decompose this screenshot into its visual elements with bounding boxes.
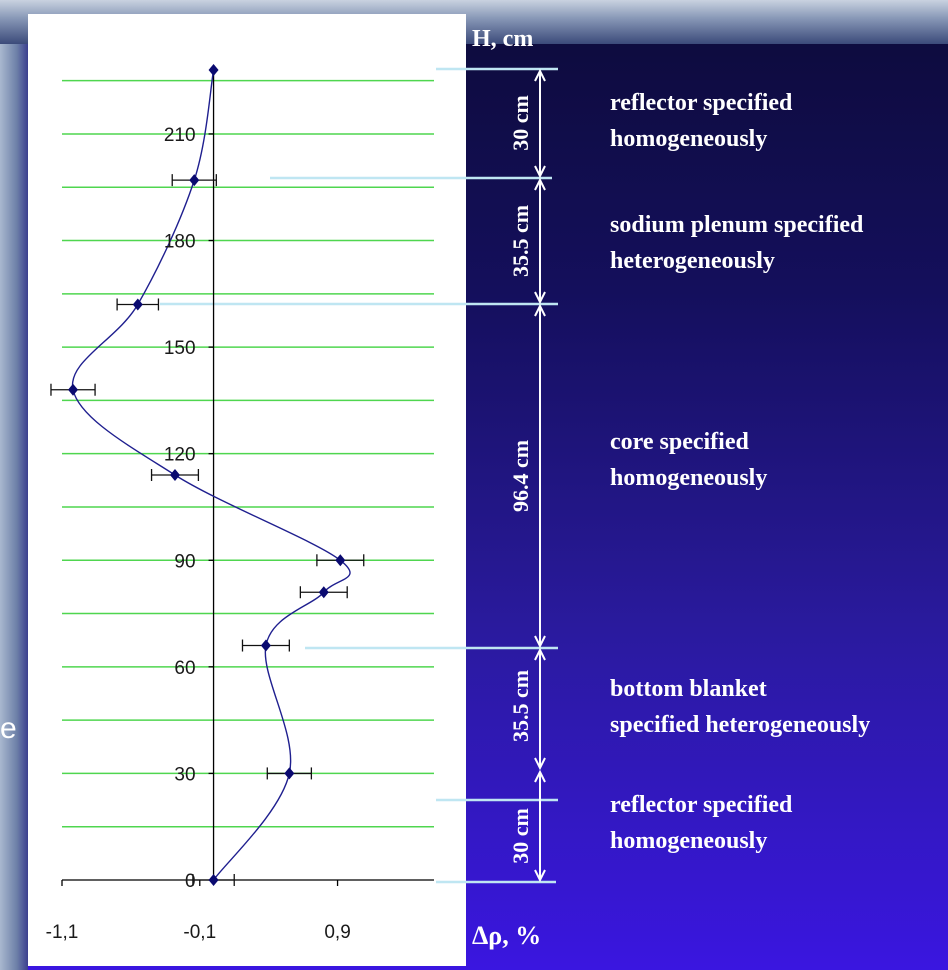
data-point xyxy=(260,639,271,652)
x-tick-label: 0,9 xyxy=(324,922,350,943)
series-curve xyxy=(71,69,351,881)
y-tick-label: 90 xyxy=(174,551,195,572)
background-text-fragment: e xyxy=(0,712,17,745)
data-point xyxy=(169,469,180,481)
curve-layer xyxy=(71,69,351,881)
zone-annotation-bottom-reflector: reflector specified homogeneously xyxy=(610,787,792,859)
x-axis-title: Δρ, % xyxy=(472,921,541,950)
data-point xyxy=(189,174,200,187)
zone-line: homogeneously xyxy=(610,465,768,491)
zone-annotation-top-reflector: reflector specified homogeneously xyxy=(610,85,792,157)
zone-line: core specified xyxy=(610,429,749,455)
chart-panel xyxy=(28,14,466,966)
dimension-label: 96.4 cm xyxy=(508,439,533,513)
dimension-label: 35.5 cm xyxy=(508,204,533,278)
dimension-arrow-head xyxy=(534,68,546,82)
dimension-arrow-head xyxy=(534,635,546,649)
y-tick-label: 210 xyxy=(164,125,196,146)
data-point xyxy=(318,586,329,599)
y-tick-labels: 0 30 60 90 120 150 180 210 xyxy=(164,125,196,892)
zone-annotation-sodium-plenum: sodium plenum specified heterogeneously xyxy=(610,207,863,279)
window-side-strip xyxy=(0,44,28,970)
y-tick-label: 60 xyxy=(174,658,195,679)
zone-line: reflector specified xyxy=(610,792,793,818)
zone-line: specified heterogeneously xyxy=(610,712,871,738)
y-tick-label: 30 xyxy=(174,764,195,785)
y-tick-label: 120 xyxy=(164,445,196,466)
dimension-arrow-head xyxy=(534,303,546,317)
zone-line: bottom blanket xyxy=(610,676,767,702)
zone-line: reflector specified xyxy=(610,90,793,116)
x-tick-label: -0,1 xyxy=(183,922,216,943)
y-tick-label: 150 xyxy=(164,338,196,359)
dimension-arrow-head xyxy=(534,647,546,661)
zone-annotation-core: core specified homogeneously xyxy=(610,424,767,496)
boundary-lines xyxy=(160,67,558,884)
zone-line: sodium plenum specified xyxy=(610,212,864,238)
dimension-arrow-head xyxy=(534,769,546,783)
y-tick-label: 0 xyxy=(185,871,196,892)
data-point xyxy=(68,383,79,396)
y-tick-label: 180 xyxy=(164,232,196,253)
x-tick-labels: -1,1 -0,1 0,9 xyxy=(46,922,351,943)
axis-layer xyxy=(61,70,434,886)
dimension-label: 30 cm xyxy=(508,95,533,151)
zone-annotation-bottom-blanket: bottom blanket specified heterogeneously xyxy=(610,671,870,743)
dimension-arrow-head xyxy=(534,869,546,883)
dimension-arrow-head xyxy=(534,291,546,305)
data-point xyxy=(335,554,346,567)
dimension-arrow-head xyxy=(534,757,546,771)
dimension-arrows xyxy=(534,68,546,883)
data-point xyxy=(208,64,219,76)
x-tick-label: -1,1 xyxy=(46,922,79,943)
zone-line: homogeneously xyxy=(610,126,768,152)
dimension-label: 30 cm xyxy=(508,808,533,864)
data-point xyxy=(284,767,295,780)
zone-line: homogeneously xyxy=(610,828,768,854)
grid-layer xyxy=(62,79,434,828)
data-points xyxy=(68,64,346,886)
dimension-arrow-head xyxy=(534,177,546,191)
dimension-label: 35.5 cm xyxy=(508,669,533,743)
data-point xyxy=(208,874,219,886)
dimension-arrow-head xyxy=(534,165,546,179)
data-point xyxy=(132,298,143,311)
zone-line: heterogeneously xyxy=(610,248,775,274)
y-axis-title: H, cm xyxy=(472,26,533,52)
